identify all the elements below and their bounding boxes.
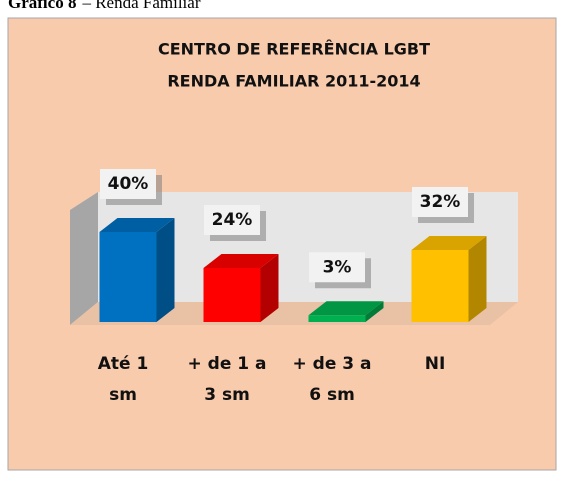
data-label: 24% xyxy=(212,210,253,230)
data-label: 3% xyxy=(323,257,352,277)
label-box xyxy=(412,187,468,217)
bar-side xyxy=(365,301,384,322)
bar xyxy=(411,236,487,322)
x-tick-label: 6 sm xyxy=(309,385,355,405)
caption: Gráfico 8 – Renda Familiar xyxy=(8,0,201,12)
x-tick-label: sm xyxy=(109,385,137,405)
chart-title: RENDA FAMILIAR 2011-2014 xyxy=(167,72,420,91)
label-box xyxy=(100,169,156,199)
side-wall xyxy=(70,192,98,325)
bar-front xyxy=(308,315,366,322)
bar-side xyxy=(156,218,175,322)
label-box xyxy=(204,205,260,235)
caption-label: Gráfico 8 xyxy=(8,0,76,12)
x-tick-label: + de 3 a xyxy=(293,354,372,374)
x-tick-label: Até 1 xyxy=(98,354,149,374)
bar-top xyxy=(203,254,279,268)
caption-text: – Renda Familiar xyxy=(81,0,200,12)
bar-front xyxy=(411,250,469,322)
label-box xyxy=(309,252,365,283)
chart-title: CENTRO DE REFERÊNCIA LGBT xyxy=(158,40,430,59)
bar xyxy=(308,301,384,322)
bar xyxy=(99,218,175,322)
data-label: 32% xyxy=(420,192,461,212)
data-label: 40% xyxy=(108,174,149,194)
bar-front xyxy=(99,232,157,322)
bar xyxy=(203,254,279,322)
bar-top xyxy=(308,301,384,316)
bar-side xyxy=(260,254,279,322)
x-tick-label: NI xyxy=(425,354,446,374)
floor xyxy=(70,302,518,325)
bar-front xyxy=(203,268,261,322)
bar-side xyxy=(468,236,487,322)
x-tick-label: 3 sm xyxy=(204,385,250,405)
x-tick-label: + de 1 a xyxy=(188,354,267,374)
bar-top xyxy=(411,236,487,250)
bar-top xyxy=(99,218,175,232)
